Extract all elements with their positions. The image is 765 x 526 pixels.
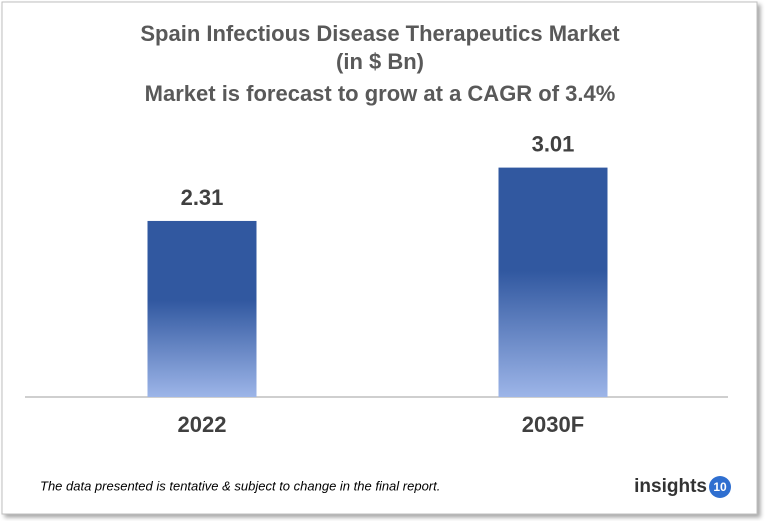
bar [498,167,608,397]
value-label: 3.01 [532,131,575,156]
chart-subtitle: Market is forecast to grow at a CAGR of … [145,81,616,106]
logo-badge-text: 10 [713,480,727,494]
value-label: 2.31 [181,185,224,210]
logo-badge [709,476,731,498]
bar [147,220,257,397]
x-tick-label: 2030F [522,412,584,437]
chart-unit: (in $ Bn) [336,49,424,74]
frame [1,1,758,515]
x-tick-label: 2022 [178,412,227,437]
footnote: The data presented is tentative & subjec… [40,478,440,493]
chart-title: Spain Infectious Disease Therapeutics Ma… [140,21,620,46]
logo-text: insights [634,476,707,497]
